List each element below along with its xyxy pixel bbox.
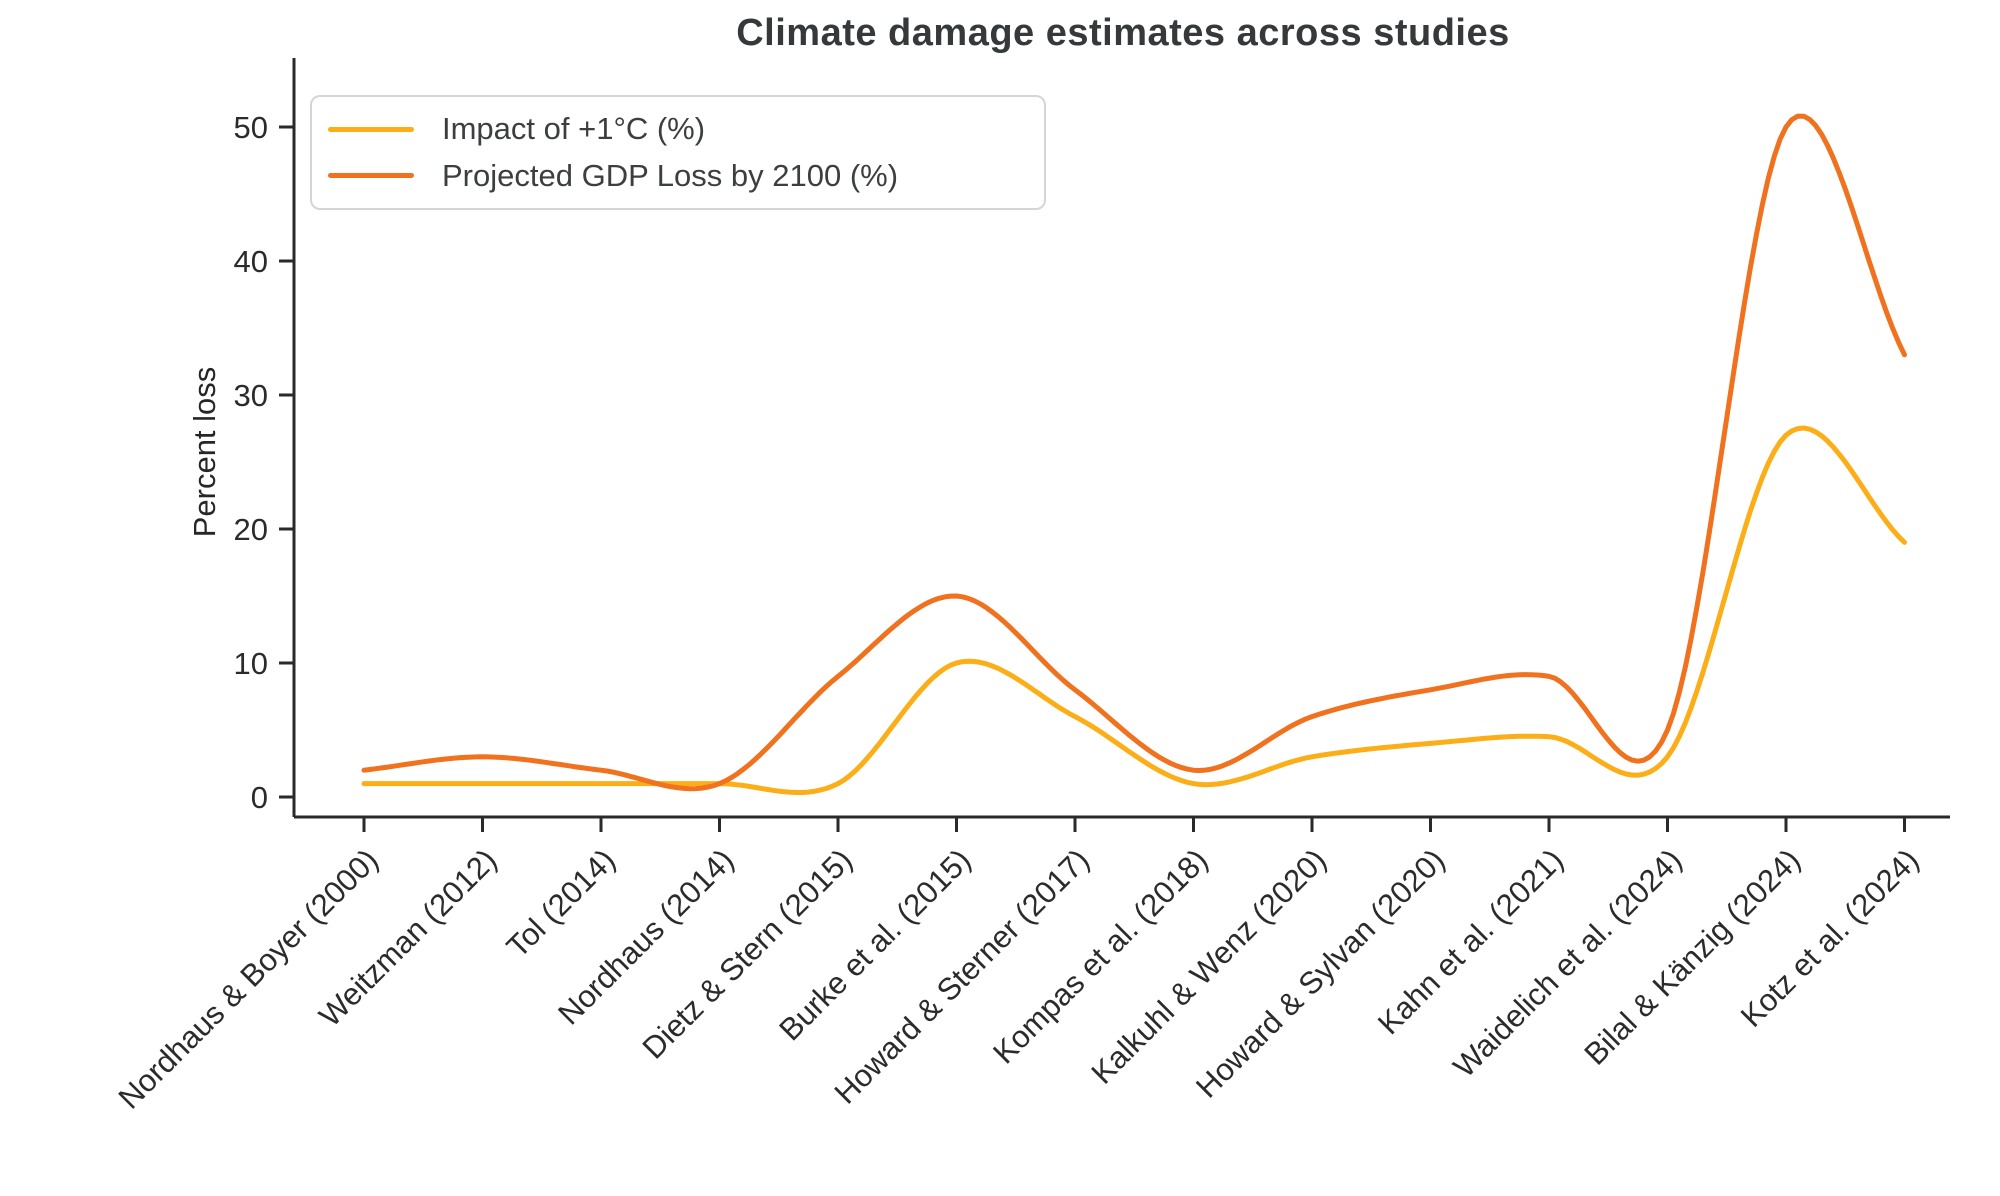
x-tick-label: Kompas et al. (2018): [986, 842, 1214, 1070]
x-tick-label: Dietz & Stern (2015): [636, 842, 859, 1065]
legend-item: Projected GDP Loss by 2100 (%): [312, 158, 1044, 194]
legend-swatch: [328, 173, 414, 179]
y-tick-label: 20: [234, 512, 268, 547]
legend-swatch: [328, 126, 414, 132]
legend-item: Impact of +1°C (%): [312, 111, 1044, 147]
y-tick-label: 40: [234, 244, 268, 279]
series-line-1: [361, 113, 1907, 792]
x-tick-label: Howard & Sylvan (2020): [1189, 842, 1451, 1104]
y-tick-label: 50: [234, 110, 268, 145]
x-tick-label: Tol (2014): [500, 842, 622, 964]
x-tick-label: Kalkuhl & Wenz (2020): [1084, 842, 1333, 1091]
x-tick-label: Bilal & Känzig (2024): [1577, 842, 1806, 1071]
legend-label: Projected GDP Loss by 2100 (%): [442, 157, 899, 193]
series-line-0: [361, 425, 1907, 795]
legend-label: Impact of +1°C (%): [442, 111, 706, 147]
y-tick-label: 0: [251, 780, 268, 815]
legend: Impact of +1°C (%) Projected GDP Loss by…: [310, 95, 1046, 210]
x-tick-label: Waidelich et al. (2024): [1446, 842, 1688, 1084]
y-tick-label: 10: [234, 646, 268, 681]
chart-title: Climate damage estimates across studies: [736, 12, 1510, 54]
y-tick-label: 30: [234, 378, 268, 413]
